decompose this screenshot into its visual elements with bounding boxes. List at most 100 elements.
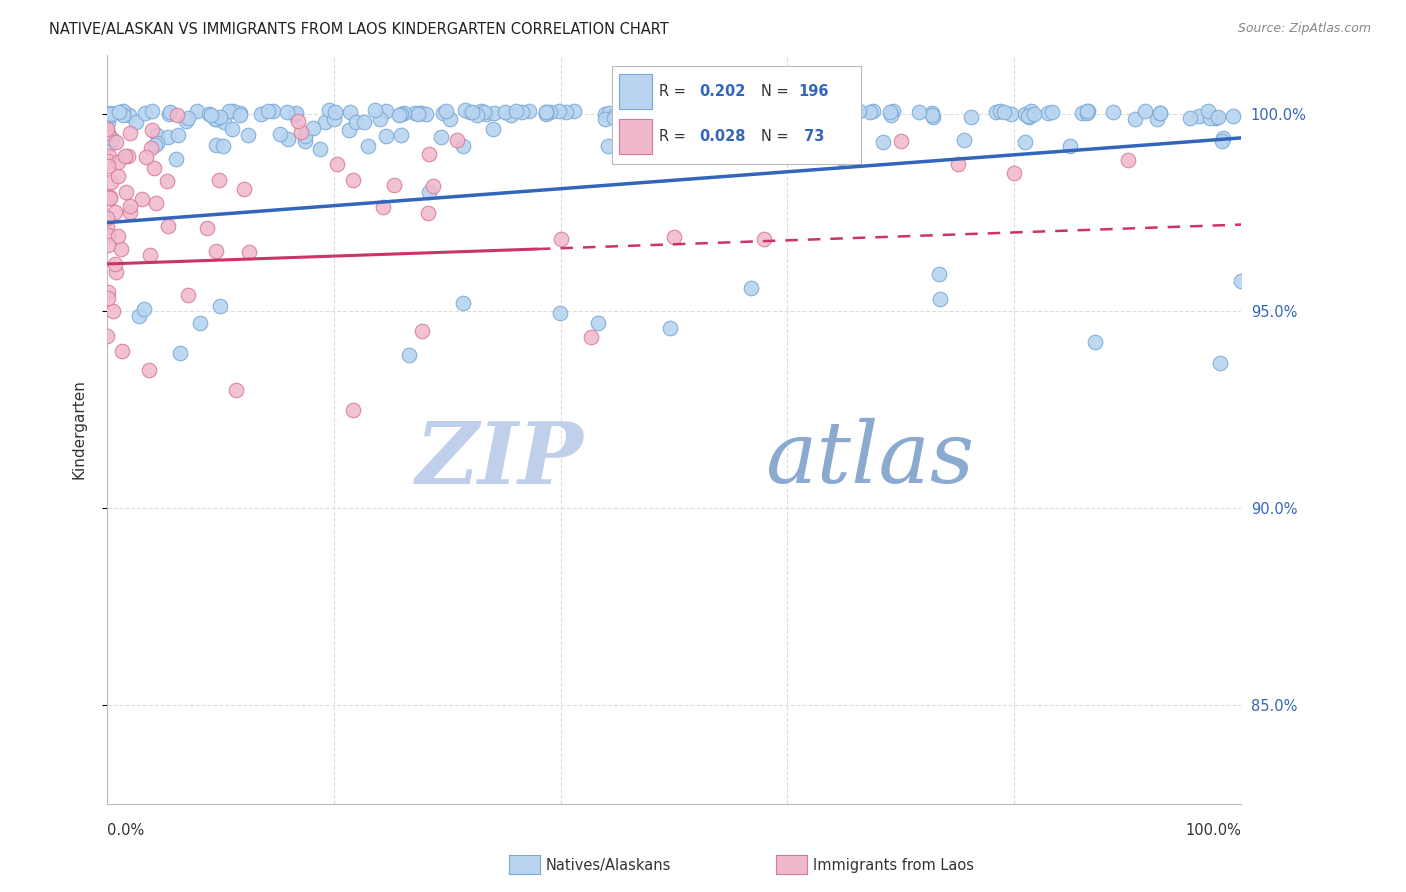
Point — [208, 300, 231, 314]
Point — [928, 267, 950, 281]
Point — [434, 103, 457, 118]
Point — [344, 115, 367, 129]
Point — [432, 105, 454, 120]
Point — [97, 228, 120, 243]
Point — [294, 134, 316, 148]
Point — [953, 133, 976, 147]
Point — [801, 132, 824, 146]
Point — [1197, 103, 1219, 118]
Point — [1017, 109, 1039, 123]
Point — [146, 128, 169, 143]
Point — [166, 128, 188, 143]
Point — [848, 103, 870, 118]
Point — [825, 137, 848, 152]
Point — [1212, 130, 1234, 145]
Point — [276, 104, 298, 119]
Point — [98, 136, 121, 151]
Point — [205, 138, 228, 153]
Point — [593, 106, 616, 120]
Point — [157, 106, 180, 120]
Point — [534, 104, 557, 119]
Point — [131, 192, 153, 206]
Point — [118, 199, 141, 213]
Point — [1101, 105, 1123, 120]
Point — [145, 196, 167, 211]
Point — [96, 219, 118, 234]
Point — [696, 118, 718, 132]
Point — [745, 106, 768, 120]
Text: ZIP: ZIP — [415, 417, 583, 501]
Text: 100.0%: 100.0% — [1185, 823, 1241, 838]
Point — [128, 310, 150, 324]
Point — [132, 302, 155, 317]
Point — [229, 108, 252, 122]
Point — [326, 157, 349, 171]
Point — [465, 108, 488, 122]
Point — [357, 138, 380, 153]
Point — [98, 189, 121, 203]
Point — [198, 107, 221, 121]
Point — [550, 232, 572, 246]
Point — [277, 131, 299, 145]
Point — [666, 110, 689, 124]
Point — [101, 304, 124, 318]
Point — [603, 108, 626, 122]
Point — [107, 154, 129, 169]
Point — [166, 108, 188, 122]
Point — [285, 105, 308, 120]
Point — [890, 134, 912, 148]
Point — [96, 122, 118, 136]
Point — [408, 106, 430, 120]
Point — [262, 104, 284, 119]
Point — [120, 204, 142, 219]
Point — [249, 107, 271, 121]
Point — [339, 105, 361, 120]
Point — [98, 106, 121, 120]
Point — [1014, 106, 1036, 120]
Point — [1014, 135, 1036, 149]
Point — [111, 343, 134, 358]
Point — [98, 191, 121, 205]
Point — [752, 232, 775, 246]
Point — [453, 295, 475, 310]
Point — [415, 107, 437, 121]
Point — [782, 128, 804, 142]
Point — [830, 152, 852, 166]
Point — [650, 132, 672, 146]
Point — [218, 103, 240, 118]
Point — [221, 122, 243, 136]
Point — [98, 109, 121, 123]
Point — [922, 111, 945, 125]
Point — [165, 152, 187, 166]
Point — [859, 105, 882, 120]
Point — [818, 111, 841, 125]
Point — [404, 106, 426, 120]
Point — [107, 229, 129, 244]
Point — [190, 316, 212, 330]
Point — [505, 103, 527, 118]
Point — [97, 154, 120, 169]
Point — [454, 103, 477, 118]
Point — [820, 127, 842, 141]
Point — [200, 108, 222, 122]
Point — [461, 104, 484, 119]
Point — [692, 129, 714, 144]
Point — [690, 103, 713, 118]
Text: NATIVE/ALASKAN VS IMMIGRANTS FROM LAOS KINDERGARTEN CORRELATION CHART: NATIVE/ALASKAN VS IMMIGRANTS FROM LAOS K… — [49, 22, 669, 37]
Point — [117, 148, 139, 162]
Point — [1002, 165, 1025, 179]
Text: atlas: atlas — [765, 418, 974, 500]
Point — [779, 107, 801, 121]
Point — [186, 103, 208, 118]
Point — [720, 125, 742, 139]
Point — [824, 116, 846, 130]
Point — [287, 113, 309, 128]
Point — [146, 136, 169, 150]
Point — [446, 133, 468, 147]
Point — [174, 114, 197, 128]
Point — [458, 104, 481, 119]
Point — [139, 141, 162, 155]
Point — [409, 106, 432, 120]
Point — [392, 106, 415, 120]
Point — [921, 106, 943, 120]
